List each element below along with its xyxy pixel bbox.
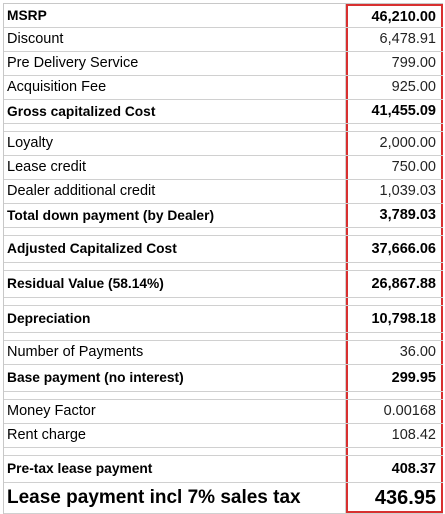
row-value: 6,478.91 — [346, 28, 443, 51]
row-value: 1,039.03 — [346, 180, 443, 203]
table-row: Rent charge 108.42 — [4, 424, 443, 448]
row-value: 2,000.00 — [346, 132, 443, 155]
row-value: 26,867.88 — [346, 271, 443, 297]
separator-row — [4, 124, 443, 132]
separator-cell — [346, 263, 443, 270]
row-label: Pre-tax lease payment — [4, 456, 346, 482]
row-label: Rent charge — [4, 424, 346, 447]
table-row: Pre Delivery Service 799.00 — [4, 52, 443, 76]
table-row: Adjusted Capitalized Cost 37,666.06 — [4, 236, 443, 263]
table-row: Base payment (no interest) 299.95 — [4, 365, 443, 392]
row-label: Discount — [4, 28, 346, 51]
row-label: Lease payment incl 7% sales tax — [4, 483, 346, 513]
separator-cell — [4, 333, 346, 340]
separator-cell — [4, 298, 346, 305]
separator-cell — [346, 392, 443, 399]
row-label: Depreciation — [4, 306, 346, 332]
row-label: Total down payment (by Dealer) — [4, 204, 346, 227]
table-row: MSRP 46,210.00 — [4, 4, 443, 28]
row-value: 46,210.00 — [346, 4, 443, 27]
row-value: 41,455.09 — [346, 100, 443, 123]
row-value: 3,789.03 — [346, 204, 443, 227]
separator-row — [4, 392, 443, 400]
separator-cell — [346, 333, 443, 340]
separator-cell — [4, 392, 346, 399]
table-row: Acquisition Fee 925.00 — [4, 76, 443, 100]
row-label: Dealer additional credit — [4, 180, 346, 203]
row-value: 750.00 — [346, 156, 443, 179]
separator-row — [4, 298, 443, 306]
table-row: Discount 6,478.91 — [4, 28, 443, 52]
row-label: Money Factor — [4, 400, 346, 423]
separator-cell — [346, 124, 443, 131]
row-value: 408.37 — [346, 456, 443, 482]
table-row: Residual Value (58.14%) 26,867.88 — [4, 271, 443, 298]
row-value: 799.00 — [346, 52, 443, 75]
row-label: Base payment (no interest) — [4, 365, 346, 391]
table-row: Depreciation 10,798.18 — [4, 306, 443, 333]
row-label: Pre Delivery Service — [4, 52, 346, 75]
row-label: Gross capitalized Cost — [4, 100, 346, 123]
table-row: Dealer additional credit 1,039.03 — [4, 180, 443, 204]
separator-cell — [346, 298, 443, 305]
row-value: 108.42 — [346, 424, 443, 447]
row-label: MSRP — [4, 4, 346, 27]
separator-cell — [4, 448, 346, 455]
separator-row — [4, 263, 443, 271]
row-value: 10,798.18 — [346, 306, 443, 332]
table-row: Gross capitalized Cost 41,455.09 — [4, 100, 443, 124]
spreadsheet-table: MSRP 46,210.00 Discount 6,478.91 Pre Deliver… — [3, 3, 443, 514]
row-value: 925.00 — [346, 76, 443, 99]
separator-cell — [4, 124, 346, 131]
row-value: 299.95 — [346, 365, 443, 391]
table-row: Pre-tax lease payment 408.37 — [4, 456, 443, 483]
row-value: 436.95 — [346, 483, 443, 513]
row-value: 37,666.06 — [346, 236, 443, 262]
row-label: Loyalty — [4, 132, 346, 155]
row-label: Acquisition Fee — [4, 76, 346, 99]
separator-cell — [4, 263, 346, 270]
row-label: Lease credit — [4, 156, 346, 179]
table-row: Lease credit 750.00 — [4, 156, 443, 180]
separator-row — [4, 333, 443, 341]
table-row: Money Factor 0.00168 — [4, 400, 443, 424]
separator-row — [4, 228, 443, 236]
row-label: Number of Payments — [4, 341, 346, 364]
row-value: 0.00168 — [346, 400, 443, 423]
separator-cell — [4, 228, 346, 235]
row-value: 36.00 — [346, 341, 443, 364]
row-label: Residual Value (58.14%) — [4, 271, 346, 297]
table-row: Number of Payments 36.00 — [4, 341, 443, 365]
row-label: Adjusted Capitalized Cost — [4, 236, 346, 262]
table-row: Total down payment (by Dealer) 3,789.03 — [4, 204, 443, 228]
separator-cell — [346, 228, 443, 235]
separator-row — [4, 448, 443, 456]
table-row: Loyalty 2,000.00 — [4, 132, 443, 156]
table-row: Lease payment incl 7% sales tax 436.95 — [4, 483, 443, 514]
separator-cell — [346, 448, 443, 455]
